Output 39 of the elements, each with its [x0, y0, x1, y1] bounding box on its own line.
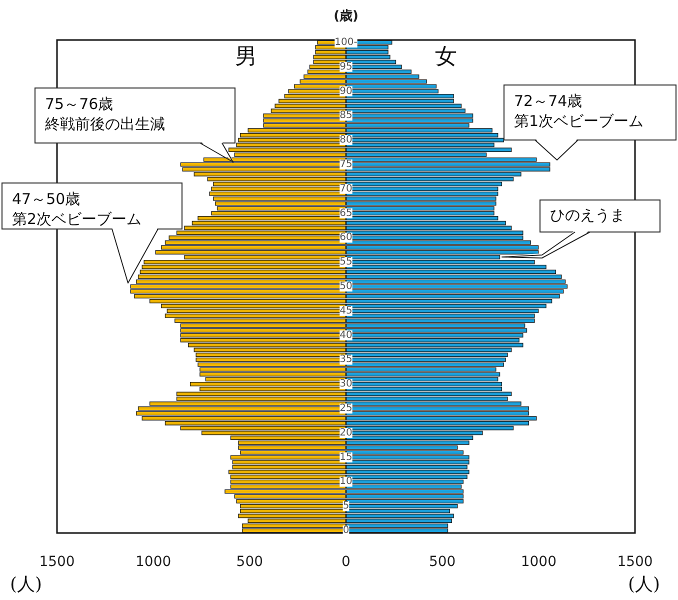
- y-tick-label: 30: [340, 378, 352, 390]
- y-axis-title: (歳): [334, 9, 358, 24]
- y-tick-label: 0: [342, 525, 350, 536]
- y-tick-label: 55: [340, 256, 352, 268]
- x-tick-label: 1000: [520, 554, 556, 570]
- y-tick-label: 70: [340, 183, 352, 194]
- x-tick-label: 500: [236, 554, 264, 570]
- text: (人): [10, 574, 42, 595]
- y-tick-label: 100-: [334, 36, 358, 48]
- series-label: 女: [435, 44, 457, 70]
- annotation: 終戦前後の出生減: [45, 115, 165, 134]
- series-label: 男: [235, 44, 257, 70]
- y-tick-label: 50: [340, 281, 352, 292]
- y-tick-label: 40: [340, 330, 352, 341]
- x-tick-label: 1000: [136, 554, 172, 570]
- annotation: ひのえうま: [550, 206, 625, 225]
- y-tick-label: 65: [340, 208, 352, 219]
- x-tick-label: 500: [428, 554, 456, 570]
- y-tick-label: 10: [340, 476, 352, 488]
- annotation: 72～74歳: [514, 92, 582, 111]
- y-tick-label: 45: [340, 305, 352, 316]
- annotation: 第1次ベビーブーム: [514, 112, 644, 131]
- annotation: 47～50歳: [12, 190, 80, 209]
- y-tick-label: 20: [340, 427, 352, 438]
- x-tick-label: 1500: [39, 554, 75, 570]
- y-tick-label: 25: [340, 403, 352, 414]
- x-axis-title: (人): [628, 573, 660, 596]
- y-tick-label: 15: [340, 452, 352, 463]
- y-tick-label: 35: [340, 354, 352, 366]
- y-tick-label: 5: [342, 500, 350, 512]
- y-tick-label: 75: [340, 158, 352, 170]
- y-tick-label: 60: [340, 232, 352, 244]
- annotation: 75～76歳: [45, 95, 114, 114]
- y-tick-label: 90: [340, 86, 352, 97]
- annotation: 第2次ベビーブーム: [12, 210, 142, 229]
- y-tick-label: 80: [340, 134, 352, 146]
- y-tick-label: 95: [340, 61, 352, 72]
- y-tick-label: 85: [340, 110, 352, 122]
- x-tick-label: 1500: [617, 554, 653, 570]
